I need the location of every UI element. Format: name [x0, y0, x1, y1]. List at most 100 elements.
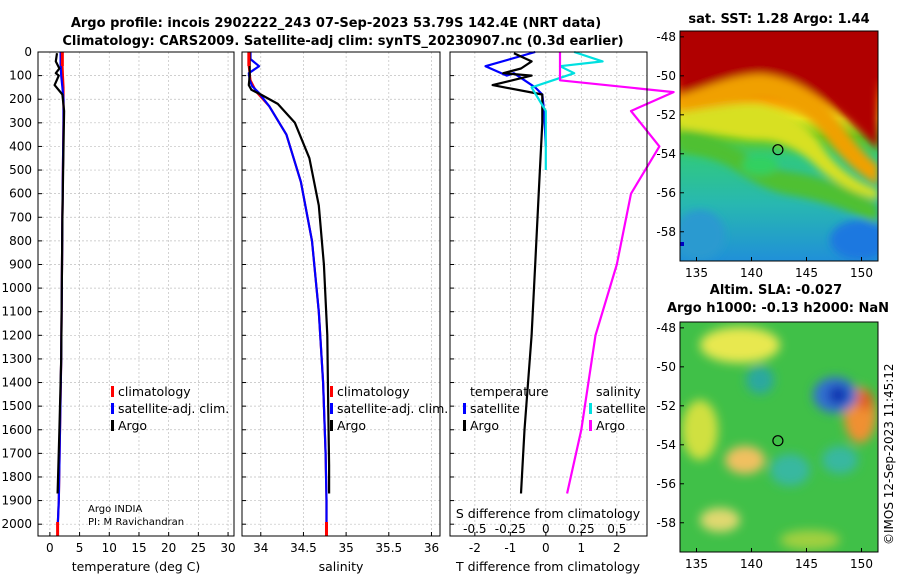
credit-argo-india: Argo INDIA — [88, 504, 143, 515]
depth-tick-label: 1300 — [1, 352, 32, 366]
salinity-difference-tick-label: -0.25 — [495, 522, 526, 536]
sla-map-frame — [679, 321, 879, 553]
legend-swatch-argo — [111, 420, 114, 431]
x-tick-label: 34.5 — [290, 541, 317, 555]
series-line-s-satellite — [530, 50, 604, 170]
figure-title-line2: Climatology: CARS2009. Satellite-adj cli… — [62, 34, 623, 49]
sst-yellow-band — [680, 103, 878, 200]
depth-tick-label: 0 — [24, 45, 32, 59]
salinity-difference-tick-labels: -0.5 -0.25 0 0.25 0.5 — [463, 522, 626, 536]
map-y-tick-label: -54 — [656, 438, 676, 452]
sst-cold-patch — [830, 220, 878, 260]
map-y-tick-label: -50 — [656, 69, 676, 83]
salinity-series — [247, 52, 331, 536]
map-y-tick-label: -58 — [656, 225, 676, 239]
series-line-argo — [53, 53, 66, 494]
sla-anomaly — [700, 327, 780, 363]
legend-label-climatology: climatology — [118, 384, 191, 399]
map-y-tick-label: -48 — [656, 321, 676, 335]
map-y-tick-label: -58 — [656, 516, 676, 530]
sla-xtick-labels: 135 140 145 150 — [685, 548, 873, 571]
sst-green-patch — [742, 155, 778, 175]
sla-map-title: Altim. SLA: -0.027 — [710, 283, 842, 298]
x-tick-label: 25 — [191, 541, 206, 555]
sla-anomaly — [700, 508, 740, 532]
legend-swatch-satellite — [111, 403, 114, 414]
depth-tick-label: 200 — [9, 92, 32, 106]
legend-swatch-t-argo — [463, 420, 466, 431]
sst-orange-band — [680, 74, 878, 185]
sst-ytick-labels: -48 -50 -52 -54 -56 -58 — [656, 30, 684, 239]
map-x-tick-label: 145 — [795, 557, 818, 571]
salinity-difference-tick-label: -0.5 — [463, 522, 486, 536]
x-tick-label: 20 — [161, 541, 176, 555]
x-tick-label: 5 — [76, 541, 84, 555]
map-y-tick-label: -52 — [656, 399, 676, 413]
temperature-xlabel: temperature (deg C) — [72, 559, 201, 574]
map-x-tick-label: 150 — [850, 557, 873, 571]
legend-label-argo: Argo — [118, 418, 147, 433]
legend-label-satellite: satellite-adj. clim. — [337, 401, 448, 416]
sst-cool-patch — [680, 210, 725, 260]
difference-xlabel: T difference from climatology — [455, 559, 641, 574]
salinity-grid — [242, 51, 440, 536]
x-tick-label: 0 — [46, 541, 54, 555]
depth-tick-label: 900 — [9, 257, 32, 271]
salinity-tick-labels: 34 34.5 35 35.5 36 — [253, 532, 439, 555]
sst-warm-region — [680, 31, 878, 150]
x-tick-label: 36 — [424, 541, 439, 555]
difference-temperature-legend: temperature satellite Argo — [463, 384, 549, 433]
depth-tick-label: 1600 — [1, 423, 32, 437]
figure-title-line1: Argo profile: incois 2902222_243 07-Sep-… — [71, 16, 601, 31]
x-tick-label: 15 — [131, 541, 146, 555]
map-y-tick-label: -52 — [656, 108, 676, 122]
credit-pi: PI: M Ravichandran — [88, 517, 184, 528]
sst-pixel — [680, 242, 684, 246]
depth-tick-label: 1500 — [1, 399, 32, 413]
sst-map-title: sat. SST: 1.28 Argo: 1.44 — [688, 12, 869, 27]
argo-location-marker — [772, 435, 784, 447]
profile-panels: 0100200300400500600700800900100011001200… — [1, 45, 675, 555]
salinity-axes-frame — [241, 51, 441, 537]
sla-anomaly — [682, 400, 718, 460]
x-tick-label: 1 — [578, 541, 586, 555]
legend-label-climatology: climatology — [337, 384, 410, 399]
temperature-axes-frame — [37, 51, 235, 537]
depth-tick-label: 1900 — [1, 494, 32, 508]
climatology-marker-bottom — [56, 522, 60, 536]
legend-swatch-climatology — [330, 386, 333, 397]
depth-tick-label: 1200 — [1, 328, 32, 342]
x-tick-label: 34 — [253, 541, 268, 555]
salinity-difference-xlabel: S difference from climatology — [456, 506, 641, 521]
sst-green-band — [680, 130, 878, 225]
depth-tick-label: 400 — [9, 139, 32, 153]
legend-label-argo: Argo — [337, 418, 366, 433]
salinity-xlabel: salinity — [319, 559, 364, 574]
x-tick-label: 2 — [613, 541, 621, 555]
x-tick-label: -2 — [469, 541, 481, 555]
temperature-tick-labels: 0 5 10 15 20 25 30 — [46, 532, 236, 555]
legend-label-t-argo: Argo — [470, 418, 499, 433]
sla-anomaly — [725, 446, 765, 474]
sst-xtick-labels: 135 140 145 150 — [685, 257, 873, 280]
sla-anomaly — [828, 386, 848, 404]
temperature-series — [53, 52, 66, 536]
series-line-satellite-adj-clim- — [247, 52, 328, 529]
argo-location-marker — [772, 144, 784, 156]
legend-swatch-t-satellite — [463, 403, 466, 414]
sla-anomaly — [770, 454, 810, 486]
depth-tick-label: 100 — [9, 69, 32, 83]
sla-ytick-labels: -48 -50 -52 -54 -56 -58 — [656, 321, 684, 530]
difference-salinity-legend: salinity satellite Argo — [589, 384, 646, 433]
difference-series — [484, 50, 675, 494]
x-tick-label: 30 — [220, 541, 235, 555]
x-tick-label: 10 — [102, 541, 117, 555]
depth-tick-label: 2000 — [1, 517, 32, 531]
difference-axes-frame — [449, 51, 648, 537]
depth-tick-label: 1700 — [1, 446, 32, 460]
legend-swatch-satellite — [330, 403, 333, 414]
legend-title-salinity: salinity — [596, 384, 641, 399]
map-x-tick-label: 150 — [850, 266, 873, 280]
